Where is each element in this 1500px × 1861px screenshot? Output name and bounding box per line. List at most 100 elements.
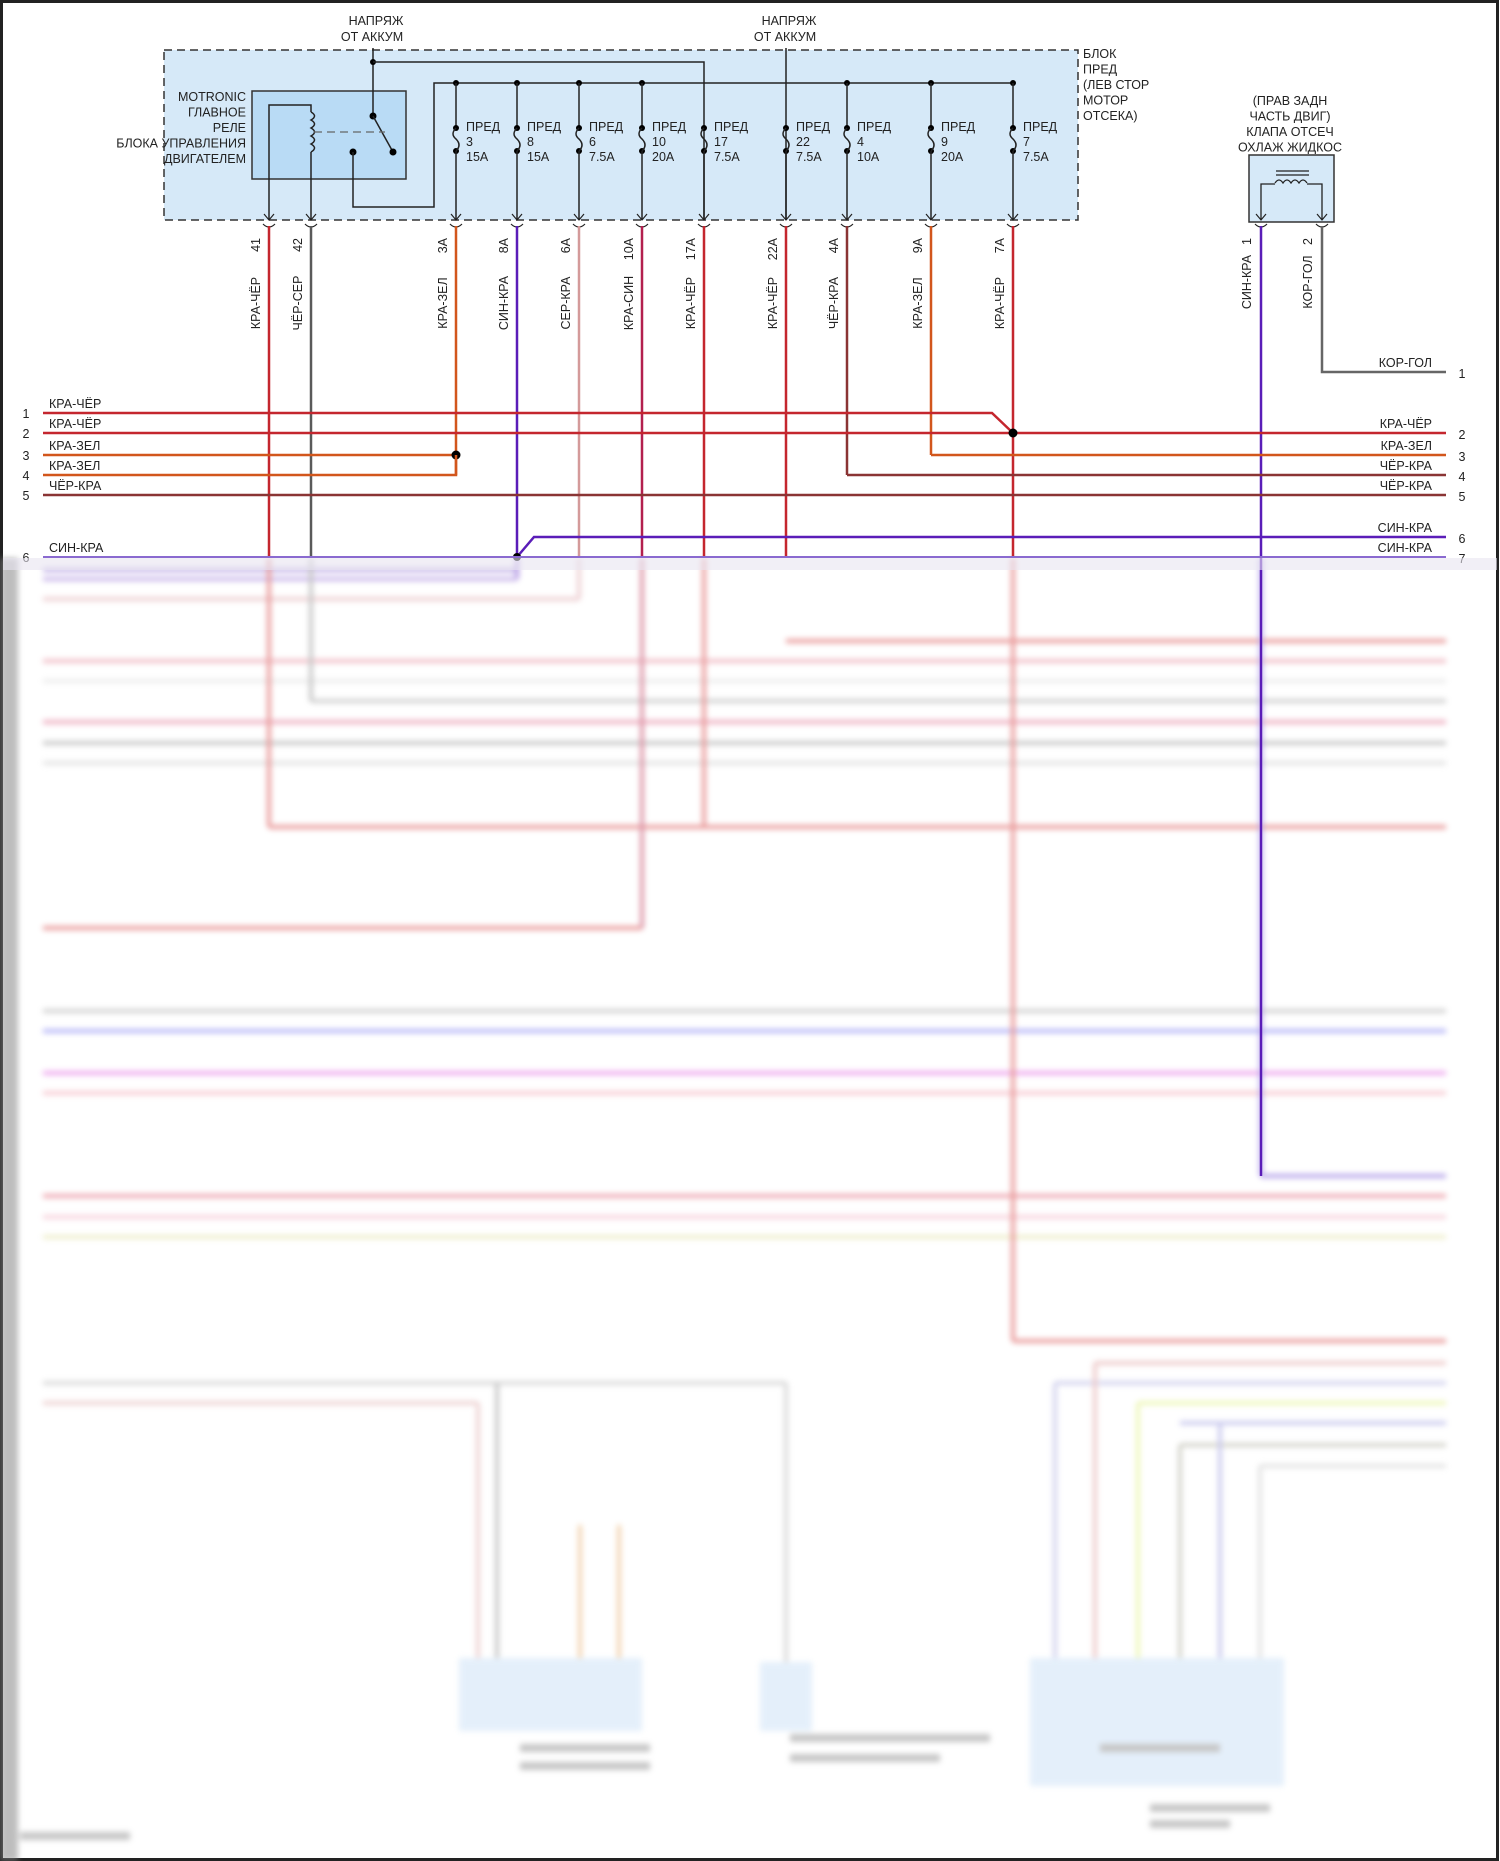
connector-pin-number: 1 xyxy=(23,407,30,421)
fuse-icon xyxy=(700,127,708,152)
fuse-rating: 20A xyxy=(652,150,675,164)
connector-pin-number: 4 xyxy=(23,469,30,483)
valve-label: ОХЛАЖ ЖИДКОС xyxy=(1238,141,1342,155)
wire-color-label: КРА-ЧЁР xyxy=(684,277,698,329)
diagram-upper-section: НАПРЯЖ ОТ АККУМ НАПРЯЖ ОТ АККУМ MOTRONIC ГЛАВ… xyxy=(3,14,1497,1176)
fuse-rating: 15A xyxy=(527,150,550,164)
fuse-number: 9 xyxy=(941,135,948,149)
fuse-label: ПРЕД xyxy=(466,120,501,134)
row-wire-label: СИН-КРА xyxy=(49,541,104,555)
fuse-number: 22 xyxy=(796,135,810,149)
connector-pin-icon xyxy=(925,213,937,221)
connector-pin-number: 2 xyxy=(1459,428,1466,442)
fuse-rating: 10A xyxy=(857,150,880,164)
fuse-rating: 7.5A xyxy=(589,150,615,164)
wire-color-label: СЕР-КРА xyxy=(559,276,573,330)
connector-pin-number: 1 xyxy=(1459,367,1466,381)
fuse-icon xyxy=(843,127,851,152)
pin-number: 3A xyxy=(436,237,450,253)
row-wire-label: КРА-ЗЕЛ xyxy=(49,459,100,473)
connector-pin-number: 5 xyxy=(1459,490,1466,504)
blurred-edge xyxy=(0,558,18,1861)
connector-pin-icon xyxy=(780,213,792,221)
blurred-text xyxy=(520,1762,650,1770)
blurred-text xyxy=(1150,1820,1230,1828)
battery-feed-label: НАПРЯЖ xyxy=(349,14,404,28)
wire-color-label: КРА-ЧЁР xyxy=(993,277,1007,329)
valve-label: ЧАСТЬ ДВИГ) xyxy=(1249,110,1330,124)
fuse-block-label: БЛОК xyxy=(1083,47,1117,61)
row-wire-label: СИН-КРА xyxy=(1378,541,1433,555)
fuse-rating: 7.5A xyxy=(796,150,822,164)
fuse-label: ПРЕД xyxy=(1023,120,1058,134)
pin-number: 10A xyxy=(622,237,636,260)
connector-pin-icon xyxy=(1007,213,1019,221)
row-wire-4 xyxy=(43,455,458,477)
fuse-label: ПРЕД xyxy=(527,120,562,134)
wire-valve-2 xyxy=(1320,226,1446,374)
fuse-rating: 7.5A xyxy=(714,150,740,164)
fuse-label: ПРЕД xyxy=(714,120,749,134)
wire-color-label: КРА-ЗЕЛ xyxy=(436,277,450,328)
connector-pin-icon xyxy=(263,213,275,221)
pin-number: 6A xyxy=(559,237,573,253)
connector-pin-icon xyxy=(841,213,853,221)
row-wire-label: ЧЁР-КРА xyxy=(49,479,102,493)
connector-pin-icon xyxy=(1255,213,1267,221)
pin-number: 17A xyxy=(684,237,698,260)
fuse-block-label: ПРЕД xyxy=(1083,63,1118,77)
fuse-icon xyxy=(575,127,583,152)
connector-pin-number: 2 xyxy=(23,427,30,441)
relay-contact xyxy=(389,148,397,156)
battery-feed-label: ОТ АККУМ xyxy=(341,30,403,44)
blurred-text xyxy=(20,1832,130,1840)
wire-color-label: КОР-ГОЛ xyxy=(1301,255,1315,308)
connector-pin-number: 6 xyxy=(1459,532,1466,546)
connector-pin-number: 5 xyxy=(23,489,30,503)
pin-number: 4A xyxy=(827,237,841,253)
relay-label: РЕЛЕ xyxy=(213,121,246,135)
row-wire-label: КРА-ЧЁР xyxy=(49,397,101,411)
fuse-icon xyxy=(513,127,521,152)
fuse-number: 7 xyxy=(1023,135,1030,149)
row-wire-1 xyxy=(43,411,1014,434)
battery-feed-label: ОТ АККУМ xyxy=(754,30,816,44)
fuse-label: ПРЕД xyxy=(652,120,687,134)
row-wire-label: КРА-ЗЕЛ xyxy=(49,439,100,453)
blurred-module xyxy=(760,1662,812,1731)
relay-label: MOTRONIC xyxy=(178,90,246,104)
wire-color-label: КРА-ЗЕЛ xyxy=(911,277,925,328)
fuse-label: ПРЕД xyxy=(589,120,624,134)
fuse-number: 6 xyxy=(589,135,596,149)
fuse-block-label: ОТСЕКА) xyxy=(1083,109,1138,123)
pin-number: 8A xyxy=(497,237,511,253)
fuse-label: ПРЕД xyxy=(796,120,831,134)
connector-pin-icon xyxy=(1316,213,1328,221)
relay-label: ГЛАВНОЕ xyxy=(188,106,246,120)
blurred-text xyxy=(1100,1744,1220,1752)
connector-pin-icon xyxy=(573,213,585,221)
fuse-number: 17 xyxy=(714,135,728,149)
relay-label: БЛОКА УПРАВЛЕНИЯ xyxy=(116,137,246,151)
pin-number: 1 xyxy=(1240,238,1254,245)
connector-pin-icon xyxy=(698,213,710,221)
fuse-icon xyxy=(452,127,460,152)
row-wire-label: ЧЁР-КРА xyxy=(1380,479,1433,493)
connector-pin-number: 3 xyxy=(1459,450,1466,464)
fuse-block-label: (ЛЕВ СТОР xyxy=(1083,78,1149,92)
bus-wire xyxy=(352,82,1013,208)
valve-label: (ПРАВ ЗАДН xyxy=(1253,94,1328,108)
pin-number: 42 xyxy=(291,238,305,252)
pin-number: 7A xyxy=(993,237,1007,253)
row-wire-6 xyxy=(516,535,1446,558)
connector-pin-icon xyxy=(636,213,648,221)
battery-feed-label: НАПРЯЖ xyxy=(762,14,817,28)
pin-number: 9A xyxy=(911,237,925,253)
fuse-icon xyxy=(927,127,935,152)
connector-pin-number: 3 xyxy=(23,449,30,463)
fuse-number: 10 xyxy=(652,135,666,149)
blur-boundary xyxy=(3,558,1497,570)
row-wire-label: ЧЁР-КРА xyxy=(1380,459,1433,473)
